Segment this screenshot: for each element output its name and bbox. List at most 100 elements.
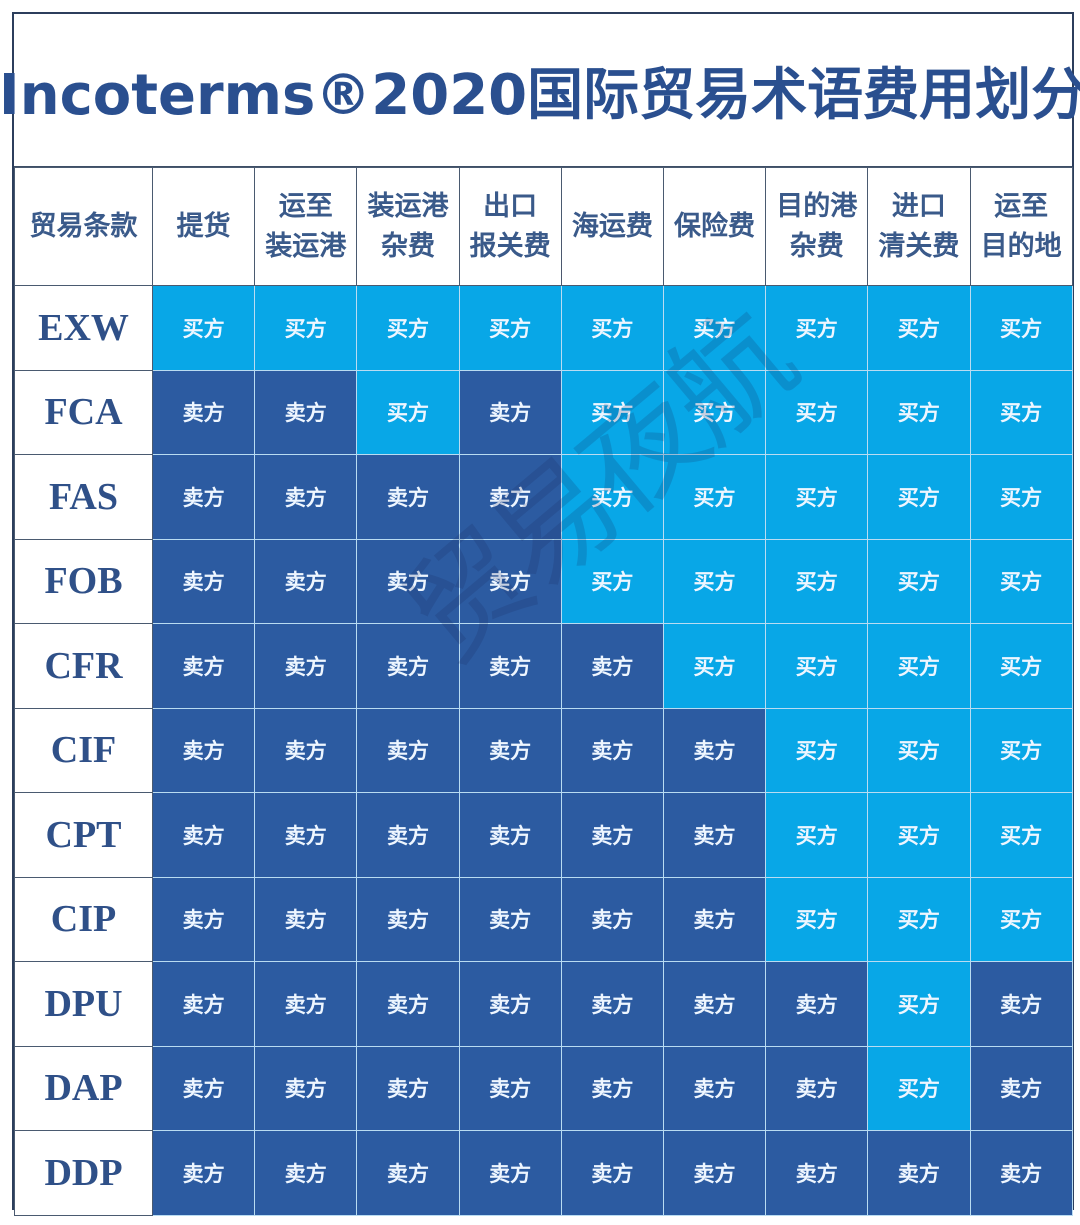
seller-responsibility-cell: 卖方 (765, 1045, 869, 1131)
seller-responsibility-cell: 卖方 (662, 1045, 767, 1131)
seller-responsibility-cell: 卖方 (458, 876, 562, 962)
buyer-responsibility-cell: 买方 (969, 538, 1073, 624)
buyer-responsibility-cell: 买方 (662, 454, 767, 540)
buyer-responsibility-cell: 买方 (560, 538, 664, 624)
column-header-line: 杂费 (380, 230, 435, 262)
buyer-responsibility-cell: 买方 (969, 285, 1073, 371)
buyer-responsibility-cell: 买方 (254, 285, 358, 371)
buyer-responsibility-cell: 买方 (867, 454, 971, 540)
column-header-fee: 进口 清关费 (867, 167, 971, 286)
buyer-responsibility-cell: 买方 (765, 369, 869, 455)
seller-responsibility-cell: 卖方 (356, 1045, 460, 1131)
seller-responsibility-cell: 卖方 (151, 369, 256, 455)
seller-responsibility-cell: 卖方 (662, 961, 767, 1047)
seller-responsibility-cell: 卖方 (969, 1130, 1073, 1216)
buyer-responsibility-cell: 买方 (969, 623, 1073, 709)
table-row: FAS 卖方 卖方 卖方 卖方 买方 买方 买方 买方 买方 (14, 454, 1073, 540)
trade-term-cell: CIF (14, 707, 153, 793)
table-row: FOB 卖方 卖方 卖方 卖方 买方 买方 买方 买方 买方 (14, 538, 1073, 624)
buyer-responsibility-cell: 买方 (867, 792, 971, 878)
table-row: DPU 卖方 卖方 卖方 卖方 卖方 卖方 卖方 买方 卖方 (14, 961, 1073, 1047)
buyer-responsibility-cell: 买方 (969, 369, 1073, 455)
buyer-responsibility-cell: 买方 (867, 707, 971, 793)
seller-responsibility-cell: 卖方 (560, 623, 664, 709)
seller-responsibility-cell: 卖方 (662, 707, 767, 793)
column-header-line: 装运港 (367, 190, 449, 222)
column-header-line: 报关费 (469, 230, 551, 262)
seller-responsibility-cell: 卖方 (458, 369, 562, 455)
buyer-responsibility-cell: 买方 (356, 285, 460, 371)
table-row: DDP 卖方 卖方 卖方 卖方 卖方 卖方 卖方 卖方 卖方 (14, 1130, 1073, 1216)
trade-term-cell: FOB (14, 538, 153, 624)
seller-responsibility-cell: 卖方 (458, 1045, 562, 1131)
buyer-responsibility-cell: 买方 (867, 876, 971, 962)
seller-responsibility-cell: 卖方 (560, 1045, 664, 1131)
table-row: CIP 卖方 卖方 卖方 卖方 卖方 卖方 买方 买方 买方 (14, 876, 1073, 962)
seller-responsibility-cell: 卖方 (254, 538, 358, 624)
column-header-line: 目的港 (776, 190, 858, 222)
table-row: CIF 卖方 卖方 卖方 卖方 卖方 卖方 买方 买方 买方 (14, 707, 1073, 793)
trade-term-cell: EXW (14, 285, 153, 371)
page-title: Incoterms®2020国际贸易术语费用划分 (0, 62, 1080, 128)
column-header-fee: 保险费 (662, 167, 767, 286)
column-header-fee: 装运港 杂费 (356, 167, 460, 286)
buyer-responsibility-cell: 买方 (662, 369, 767, 455)
seller-responsibility-cell: 卖方 (662, 1130, 767, 1216)
buyer-responsibility-cell: 买方 (867, 538, 971, 624)
seller-responsibility-cell: 卖方 (151, 961, 256, 1047)
column-header-line: 进口 (891, 190, 946, 222)
title-band: Incoterms®2020国际贸易术语费用划分 (0, 14, 1080, 168)
buyer-responsibility-cell: 买方 (765, 454, 869, 540)
buyer-responsibility-cell: 买方 (662, 285, 767, 371)
buyer-responsibility-cell: 买方 (560, 454, 664, 540)
table-row: EXW 买方 买方 买方 买方 买方 买方 买方 买方 买方 (14, 285, 1073, 371)
buyer-responsibility-cell: 买方 (356, 369, 460, 455)
table-row: CPT 卖方 卖方 卖方 卖方 卖方 卖方 买方 买方 买方 (14, 792, 1073, 878)
buyer-responsibility-cell: 买方 (765, 285, 869, 371)
seller-responsibility-cell: 卖方 (458, 792, 562, 878)
column-header-line: 目的地 (980, 230, 1062, 262)
seller-responsibility-cell: 卖方 (151, 707, 256, 793)
seller-responsibility-cell: 卖方 (560, 792, 664, 878)
seller-responsibility-cell: 卖方 (356, 792, 460, 878)
buyer-responsibility-cell: 买方 (458, 285, 562, 371)
seller-responsibility-cell: 卖方 (458, 707, 562, 793)
seller-responsibility-cell: 卖方 (254, 1045, 358, 1131)
seller-responsibility-cell: 卖方 (254, 792, 358, 878)
column-header-line: 杂费 (789, 230, 844, 262)
column-header-line: 海运费 (571, 210, 653, 242)
seller-responsibility-cell: 卖方 (765, 1130, 869, 1216)
seller-responsibility-cell: 卖方 (356, 876, 460, 962)
seller-responsibility-cell: 卖方 (458, 623, 562, 709)
buyer-responsibility-cell: 买方 (867, 1045, 971, 1131)
seller-responsibility-cell: 卖方 (969, 961, 1073, 1047)
trade-term-cell: CFR (14, 623, 153, 709)
seller-responsibility-cell: 卖方 (151, 792, 256, 878)
buyer-responsibility-cell: 买方 (662, 623, 767, 709)
column-header-trade-term: 贸易条款 (14, 167, 153, 286)
seller-responsibility-cell: 卖方 (254, 454, 358, 540)
buyer-responsibility-cell: 买方 (867, 369, 971, 455)
column-header-fee: 提货 (151, 167, 256, 286)
seller-responsibility-cell: 卖方 (151, 538, 256, 624)
trade-term-cell: FAS (14, 454, 153, 540)
column-header-fee: 运至 目的地 (969, 167, 1073, 286)
seller-responsibility-cell: 卖方 (560, 876, 664, 962)
buyer-responsibility-cell: 买方 (662, 538, 767, 624)
column-header-fee: 出口 报关费 (458, 167, 562, 286)
seller-responsibility-cell: 卖方 (458, 454, 562, 540)
seller-responsibility-cell: 卖方 (356, 454, 460, 540)
column-header-line: 清关费 (878, 230, 960, 262)
seller-responsibility-cell: 卖方 (254, 876, 358, 962)
seller-responsibility-cell: 卖方 (356, 623, 460, 709)
buyer-responsibility-cell: 买方 (867, 961, 971, 1047)
seller-responsibility-cell: 卖方 (254, 707, 358, 793)
buyer-responsibility-cell: 买方 (765, 792, 869, 878)
seller-responsibility-cell: 卖方 (151, 623, 256, 709)
seller-responsibility-cell: 卖方 (560, 961, 664, 1047)
trade-term-cell: DAP (14, 1045, 153, 1131)
column-header-line: 运至 (994, 190, 1049, 222)
column-header-line: 提货 (176, 210, 231, 242)
seller-responsibility-cell: 卖方 (662, 876, 767, 962)
seller-responsibility-cell: 卖方 (458, 1130, 562, 1216)
